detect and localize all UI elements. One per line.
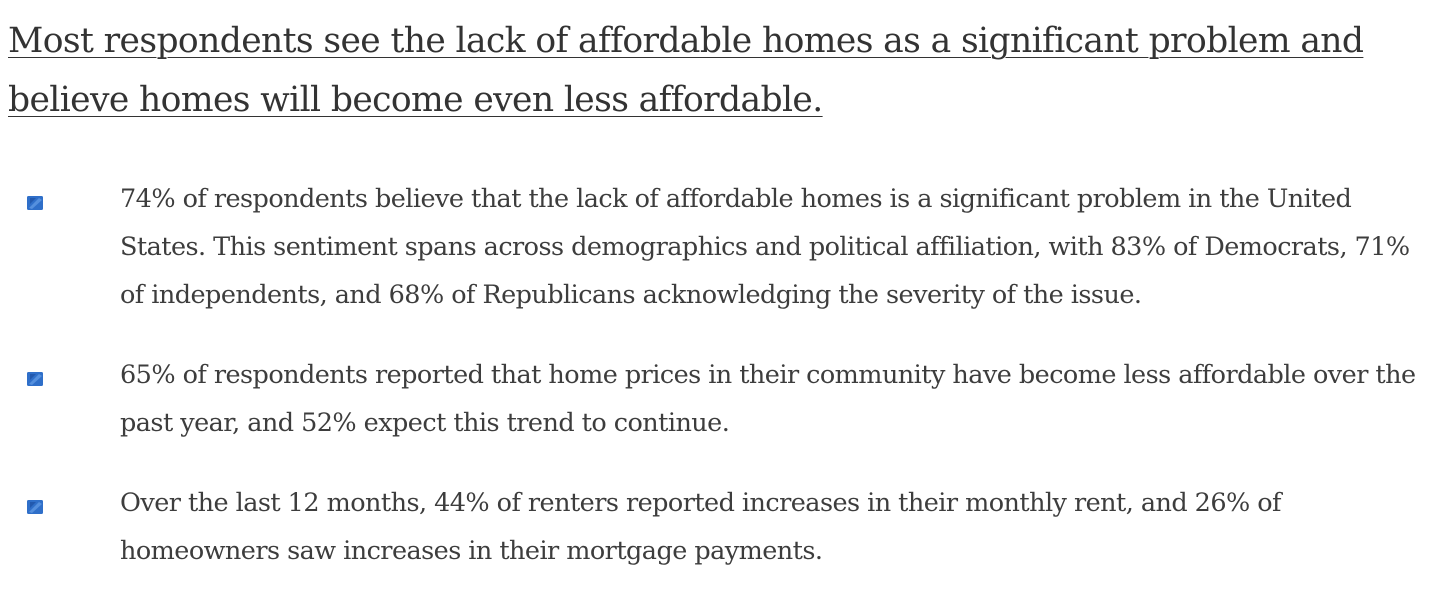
blue-square-bullet-icon xyxy=(27,195,45,211)
blue-square-bullet-icon xyxy=(27,371,45,387)
bullet-text: 65% of respondents reported that home pr… xyxy=(120,360,1416,438)
bullet-text: Over the last 12 months, 44% of renters … xyxy=(120,488,1282,566)
blue-square-bullet-icon xyxy=(27,499,45,515)
bullet-text: 74% of respondents believe that the lack… xyxy=(120,184,1410,310)
section-heading: Most respondents see the lack of afforda… xyxy=(8,21,1364,120)
